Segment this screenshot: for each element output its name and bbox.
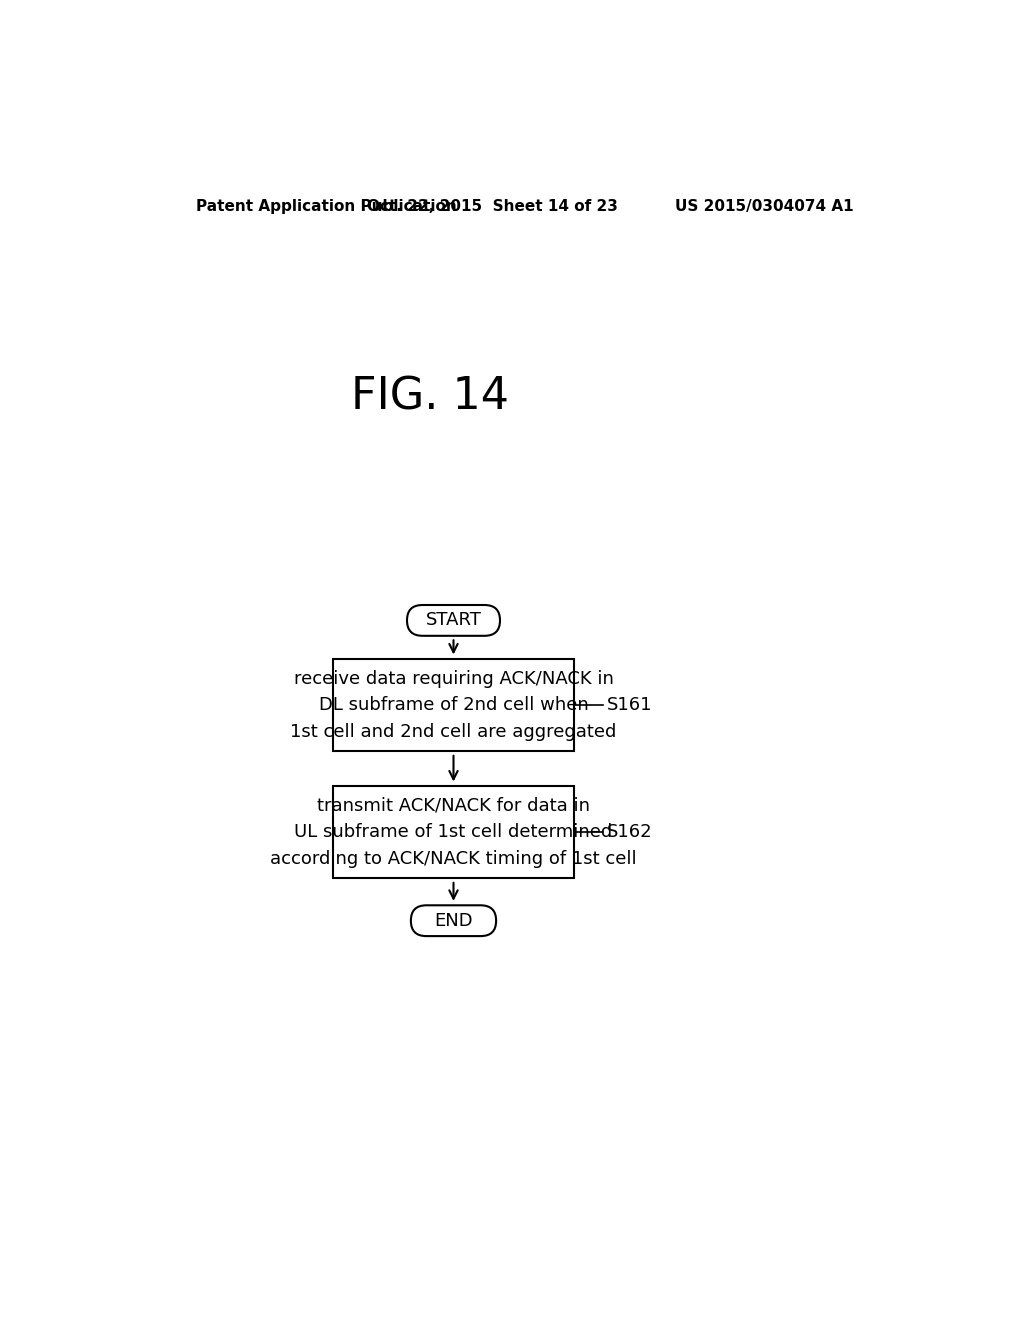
FancyBboxPatch shape <box>334 659 573 751</box>
Text: S161: S161 <box>607 696 652 714</box>
Text: S162: S162 <box>607 824 652 841</box>
Text: START: START <box>426 611 481 630</box>
FancyBboxPatch shape <box>411 906 496 936</box>
FancyBboxPatch shape <box>334 785 573 878</box>
Text: receive data requiring ACK/NACK in
DL subframe of 2nd cell when
1st cell and 2nd: receive data requiring ACK/NACK in DL su… <box>291 669 616 741</box>
Text: Patent Application Publication: Patent Application Publication <box>197 198 457 214</box>
Text: END: END <box>434 912 473 929</box>
FancyBboxPatch shape <box>407 605 500 636</box>
Text: FIG. 14: FIG. 14 <box>351 376 509 418</box>
Text: US 2015/0304074 A1: US 2015/0304074 A1 <box>675 198 853 214</box>
Text: transmit ACK/NACK for data in
UL subframe of 1st cell determined
according to AC: transmit ACK/NACK for data in UL subfram… <box>270 797 637 867</box>
Text: Oct. 22, 2015  Sheet 14 of 23: Oct. 22, 2015 Sheet 14 of 23 <box>367 198 617 214</box>
